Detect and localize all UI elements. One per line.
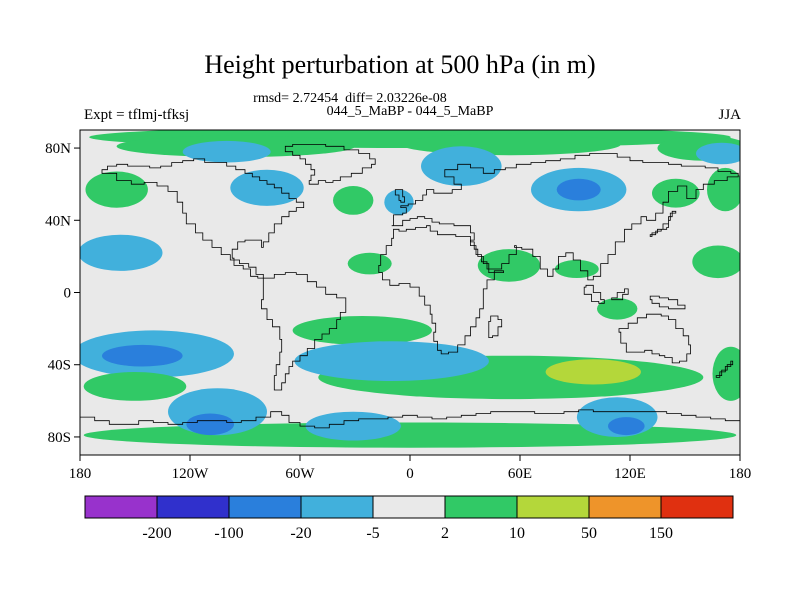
anomaly-region bbox=[597, 298, 638, 320]
colorbar-label: -5 bbox=[366, 525, 379, 542]
coastline-borneo bbox=[611, 288, 629, 301]
anomaly-region bbox=[707, 167, 740, 212]
anomaly-region bbox=[80, 234, 163, 271]
coastline-north-america bbox=[101, 158, 305, 279]
coastline-south-america bbox=[261, 272, 347, 391]
anomaly-region bbox=[556, 178, 601, 201]
anomaly-region bbox=[230, 169, 304, 206]
anomaly-region bbox=[83, 372, 187, 401]
x-tick-label: 120E bbox=[614, 466, 646, 482]
colorbar-segment bbox=[228, 495, 302, 519]
anomaly-region bbox=[652, 178, 700, 208]
x-tick-label: 60W bbox=[285, 466, 315, 482]
anomaly-region bbox=[545, 359, 641, 385]
anomaly-region bbox=[384, 189, 414, 215]
plot-title: Height perturbation at 500 hPa (in m) bbox=[204, 50, 596, 79]
colorbar-segment bbox=[516, 495, 590, 519]
coastline-greenland bbox=[284, 144, 376, 185]
colorbar-label: -20 bbox=[290, 525, 311, 542]
coastline-australia bbox=[618, 313, 691, 364]
y-tick-label: 80N bbox=[45, 141, 71, 157]
x-tick-label: 0 bbox=[406, 466, 414, 482]
x-axis: 180 120W 60W 0 60E 120E 180 bbox=[69, 455, 752, 482]
x-tick-label: 60E bbox=[508, 466, 532, 482]
colorbar-segment bbox=[372, 495, 446, 519]
anomaly-region bbox=[608, 417, 645, 436]
y-tick-label: 0 bbox=[64, 286, 72, 302]
anomaly-region bbox=[696, 142, 740, 165]
y-tick-label: 40S bbox=[48, 358, 71, 374]
colorbar-segment bbox=[84, 495, 158, 519]
experiment-label: Expt = tflmj-tfksj bbox=[84, 107, 190, 123]
anomaly-region bbox=[182, 140, 271, 163]
x-tick-label: 180 bbox=[69, 466, 92, 482]
anomaly-region bbox=[554, 260, 599, 278]
y-tick-label: 40N bbox=[45, 213, 71, 229]
coastline-madagascar bbox=[488, 315, 503, 338]
colorbar-label: 2 bbox=[441, 525, 449, 542]
stats-line: rmsd= 2.72454 diff= 2.03226e-08 bbox=[253, 91, 447, 106]
anomaly-region bbox=[186, 413, 234, 436]
anomaly-region bbox=[85, 171, 148, 208]
colorbar-label: 50 bbox=[581, 525, 597, 542]
coastline-africa bbox=[378, 225, 504, 355]
y-axis: 80N 40N 0 40S 80S bbox=[45, 141, 80, 446]
colorbar-segment bbox=[156, 495, 230, 519]
comparison-line: 044_5_MaBP - 044_5_MaBP bbox=[326, 104, 494, 119]
coastline-new-guinea bbox=[649, 295, 686, 310]
colorbar-segment bbox=[588, 495, 662, 519]
colorbar: -200 -100 -20 -5 2 10 50 150 bbox=[84, 495, 734, 542]
anomaly-region bbox=[421, 146, 502, 187]
colorbar-segment bbox=[660, 495, 734, 519]
anomaly-region bbox=[102, 344, 183, 367]
colorbar-label: 10 bbox=[509, 525, 525, 542]
coastline-eurasia bbox=[391, 153, 739, 281]
anomaly-region bbox=[692, 245, 740, 279]
anomaly-field bbox=[80, 130, 740, 448]
coastline-japan bbox=[649, 210, 677, 237]
season-label: JJA bbox=[718, 107, 741, 123]
coastline-new-zealand bbox=[715, 360, 734, 378]
colorbar-segment bbox=[444, 495, 518, 519]
anomaly-region bbox=[333, 186, 374, 215]
coastline-antarctica bbox=[80, 409, 740, 429]
coastline-sumatra bbox=[583, 284, 605, 304]
colorbar-label: -100 bbox=[214, 525, 243, 542]
x-tick-label: 180 bbox=[729, 466, 752, 482]
anomaly-region bbox=[292, 316, 432, 345]
y-tick-label: 80S bbox=[48, 430, 71, 446]
anomaly-region bbox=[712, 346, 740, 401]
x-tick-label: 120W bbox=[172, 466, 210, 482]
colorbar-segment bbox=[300, 495, 374, 519]
colorbar-label: 150 bbox=[649, 525, 673, 542]
coastlines bbox=[80, 144, 740, 429]
colorbar-label: -200 bbox=[142, 525, 171, 542]
coastline-british-isles bbox=[394, 189, 405, 203]
anomaly-region bbox=[294, 341, 489, 381]
anomaly-region bbox=[347, 252, 392, 275]
anomaly-region bbox=[477, 249, 541, 282]
anomaly-region bbox=[305, 411, 401, 441]
